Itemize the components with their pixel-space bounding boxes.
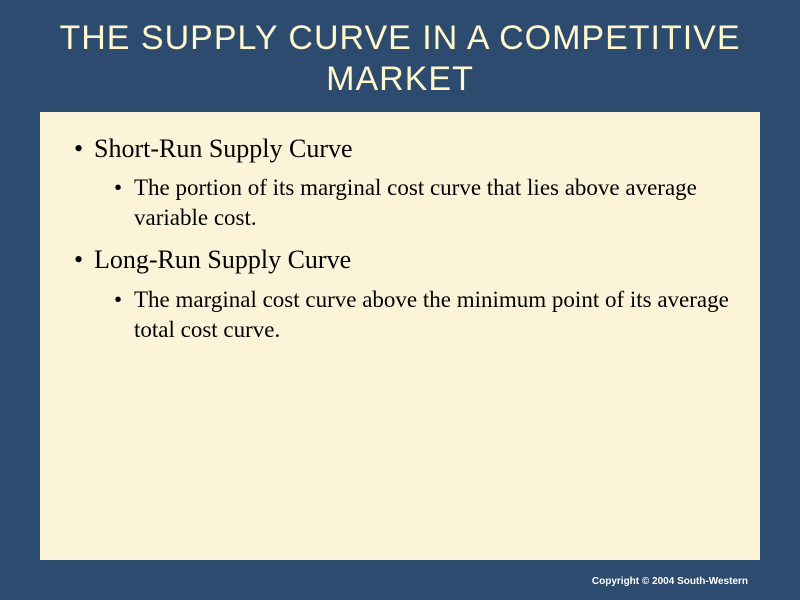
copyright-label: Copyright © 2004 South-Western: [580, 573, 760, 590]
title-area: THE SUPPLY CURVE IN A COMPETITIVE MARKET: [0, 0, 800, 112]
bullet-subitem: The portion of its marginal cost curve t…: [112, 173, 730, 233]
bullet-item: Short-Run Supply Curve: [70, 132, 730, 166]
slide-title: THE SUPPLY CURVE IN A COMPETITIVE MARKET: [40, 18, 760, 100]
content-area: Short-Run Supply Curve The portion of it…: [40, 112, 760, 560]
slide: THE SUPPLY CURVE IN A COMPETITIVE MARKET…: [0, 0, 800, 600]
bullet-subitem: The marginal cost curve above the minimu…: [112, 285, 730, 345]
bullet-item: Long-Run Supply Curve: [70, 243, 730, 277]
